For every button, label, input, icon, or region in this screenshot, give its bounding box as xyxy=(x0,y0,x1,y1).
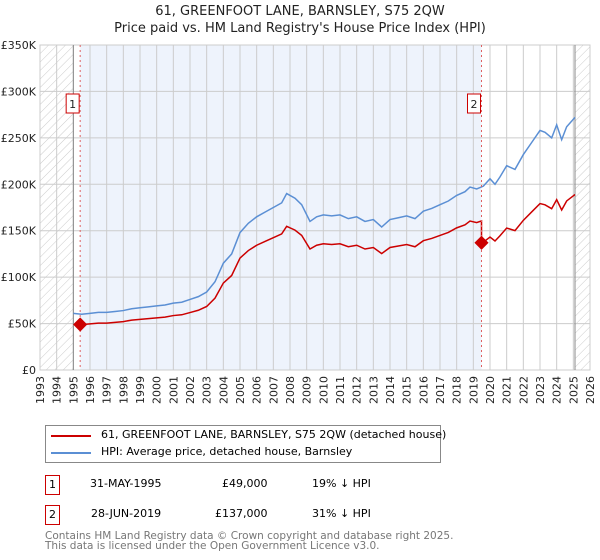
y-tick-label: £150K xyxy=(1,225,37,238)
legend: 61, GREENFOOT LANE, BARNSLEY, S75 2QW (d… xyxy=(45,425,446,463)
x-tick-label: 2001 xyxy=(167,376,180,404)
marker-badge: 2 xyxy=(45,505,60,525)
x-tick-label: 2024 xyxy=(551,376,564,404)
x-tick-label: 2019 xyxy=(467,376,480,404)
x-tick-label: 1994 xyxy=(51,376,64,404)
x-tick-label: 2010 xyxy=(317,376,330,404)
x-tick-label: 2006 xyxy=(251,376,264,404)
y-tick-label: £300K xyxy=(1,85,37,98)
x-tick-label: 2015 xyxy=(401,376,414,404)
x-tick-label: 2016 xyxy=(417,376,430,404)
x-tick-label: 2009 xyxy=(301,376,314,404)
x-tick-label: 1995 xyxy=(67,376,80,404)
x-tick-label: 2025 xyxy=(567,376,580,404)
price: £49,000 xyxy=(222,477,268,490)
date: 28-JUN-2019 xyxy=(91,507,162,520)
chart-subtitle: Price paid vs. HM Land Registry's House … xyxy=(114,21,486,36)
footer: Contains HM Land Registry data © Crown c… xyxy=(45,530,454,552)
property-price-line xyxy=(80,193,576,326)
x-tick-label: 2018 xyxy=(451,376,464,404)
sale-point xyxy=(474,235,489,250)
x-tick-label: 2023 xyxy=(534,376,547,404)
ownership-shade xyxy=(80,45,482,370)
y-tick-label: £50K xyxy=(8,318,37,331)
x-tick-label: 1997 xyxy=(101,376,114,404)
y-tick-label: £0 xyxy=(22,364,36,377)
x-tick-label: 2002 xyxy=(184,376,197,404)
x-tick-label: 2021 xyxy=(501,376,514,404)
x-tick-label: 2011 xyxy=(334,376,347,404)
x-tick-label: 2012 xyxy=(351,376,364,404)
x-tick-label: 2013 xyxy=(367,376,380,404)
x-tick-label: 2020 xyxy=(484,376,497,404)
plot: 1993 1994 1995 1996 1997 1998 1999 2000 2001 2002… xyxy=(1,39,597,404)
sale-badge-label: 2 xyxy=(471,98,478,111)
legend-label: HPI: Average price, detached house, Barn… xyxy=(101,445,353,458)
hatched-region xyxy=(575,45,590,370)
sale-badge-label: 1 xyxy=(69,98,76,111)
x-tick-label: 2026 xyxy=(584,376,597,404)
x-tick-label: 2003 xyxy=(201,376,214,404)
transaction-row: 2 28-JUN-2019 £137,000 31% ↓ HPI xyxy=(45,505,445,525)
x-tick-label: 2008 xyxy=(284,376,297,404)
x-tick-label: 2014 xyxy=(384,376,397,404)
x-tick-label: 1999 xyxy=(134,376,147,404)
footer-line: This data is licensed under the Open Gov… xyxy=(45,540,380,552)
x-tick-label: 1993 xyxy=(34,376,47,404)
price: £137,000 xyxy=(215,507,268,520)
x-tick-label: 2007 xyxy=(267,376,280,404)
transaction-row: 1 31-MAY-1995 £49,000 19% ↓ HPI xyxy=(45,475,445,495)
x-tick-label: 2000 xyxy=(151,376,164,404)
hpi-line xyxy=(73,116,576,316)
x-tick-label: 2022 xyxy=(517,376,530,404)
legend-label: 61, GREENFOOT LANE, BARNSLEY, S75 2QW (d… xyxy=(101,428,447,441)
y-tick-label: £250K xyxy=(1,132,37,145)
marker-badge: 1 xyxy=(45,475,60,495)
sale-badge xyxy=(467,93,481,114)
x-tick-label: 2005 xyxy=(234,376,247,404)
sale-badge xyxy=(65,93,80,114)
x-tick-label: 2017 xyxy=(434,376,447,404)
x-tick-label: 1996 xyxy=(84,376,97,404)
y-tick-label: £350K xyxy=(1,39,37,52)
delta: 19% ↓ HPI xyxy=(312,477,371,490)
chart-title: 61, GREENFOOT LANE, BARNSLEY, S75 2QW xyxy=(155,4,445,19)
delta: 31% ↓ HPI xyxy=(312,507,371,520)
x-tick-label: 2004 xyxy=(217,376,230,404)
y-tick-label: £200K xyxy=(1,178,37,191)
footer-line: Contains HM Land Registry data © Crown c… xyxy=(45,530,454,542)
date: 31-MAY-1995 xyxy=(90,477,162,490)
x-tick-label: 1998 xyxy=(117,376,130,404)
y-tick-label: £100K xyxy=(1,271,37,284)
sale-point xyxy=(73,317,88,332)
